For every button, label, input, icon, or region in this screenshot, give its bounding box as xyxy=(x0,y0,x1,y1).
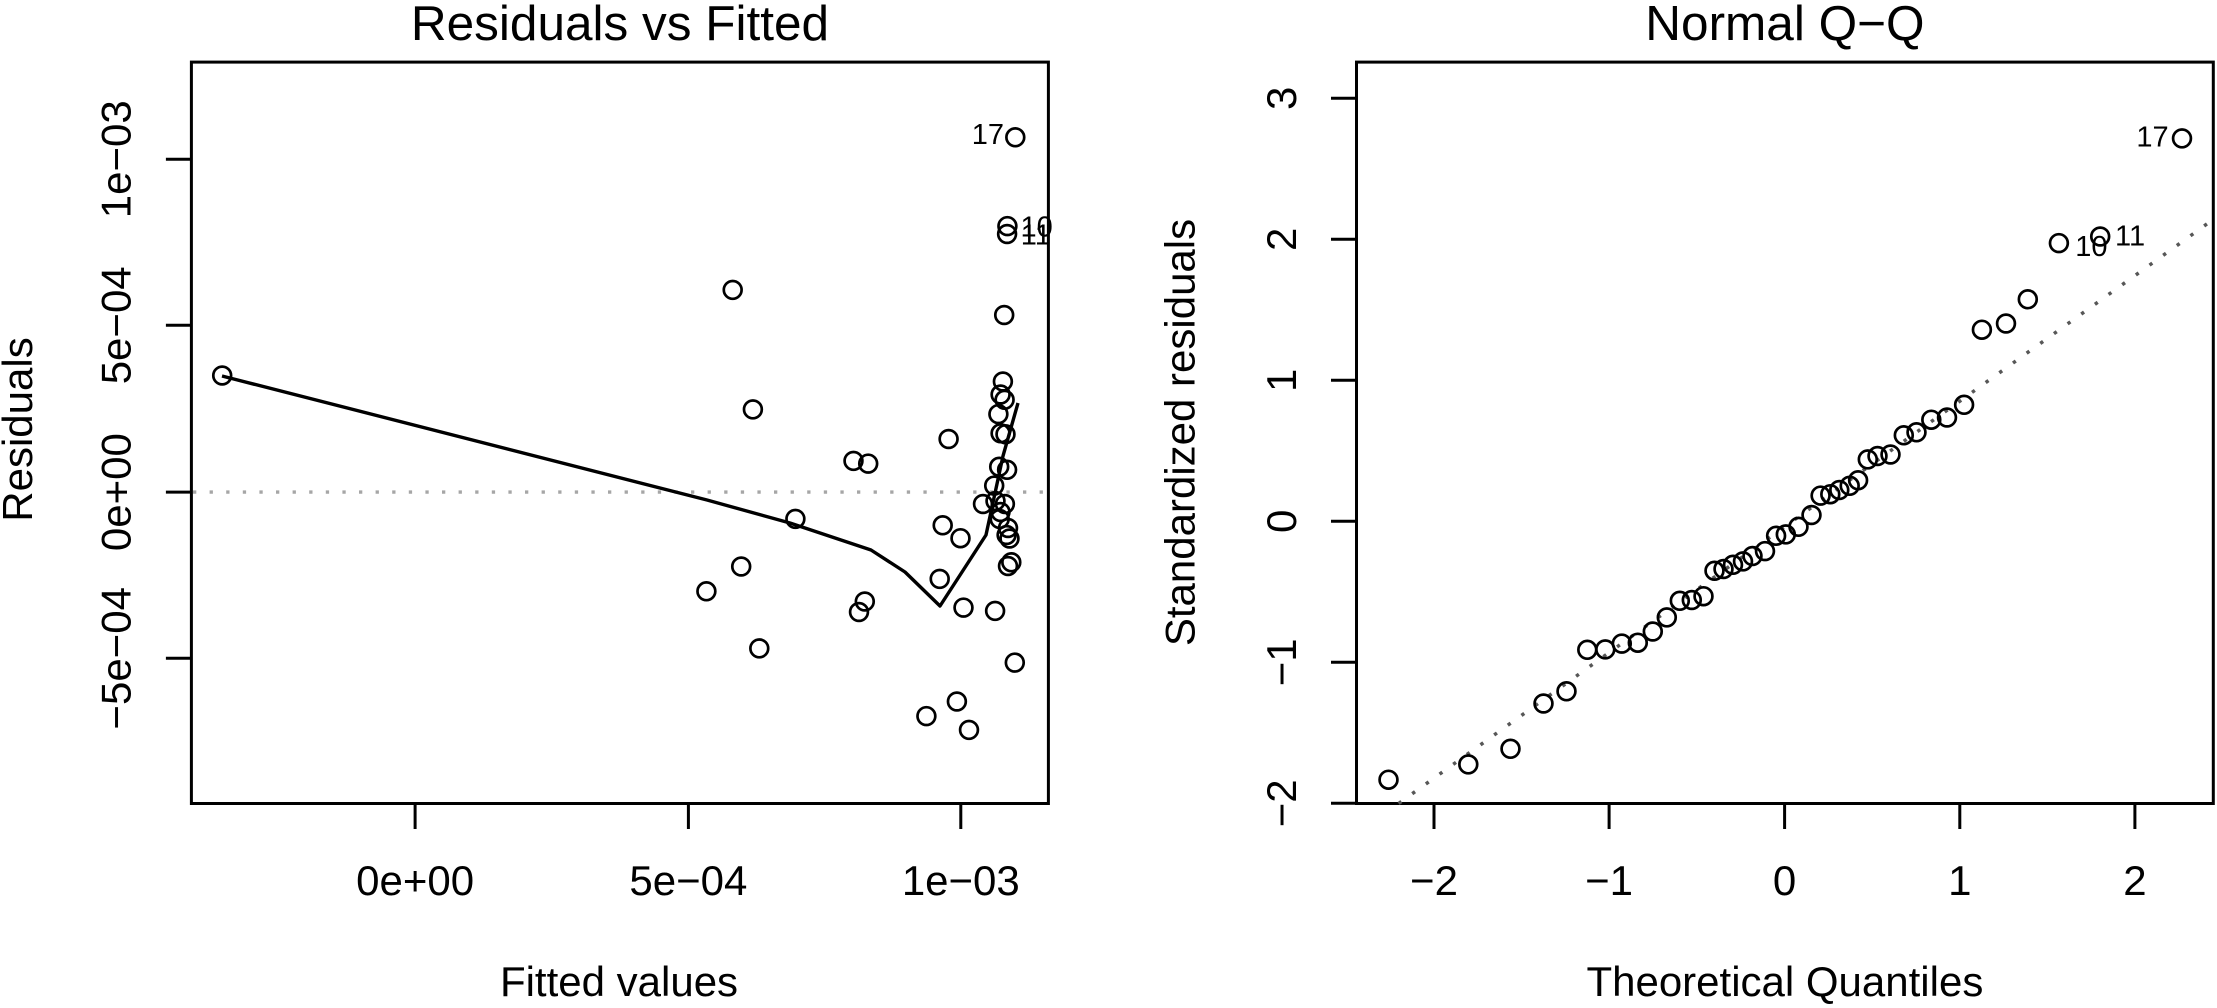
svg-text:0e+00: 0e+00 xyxy=(93,433,140,551)
svg-text:0e+00: 0e+00 xyxy=(356,857,474,904)
svg-text:2: 2 xyxy=(2123,857,2146,904)
svg-text:10: 10 xyxy=(2075,231,2107,263)
svg-text:−1: −1 xyxy=(1258,638,1305,686)
svg-text:−2: −2 xyxy=(1258,779,1305,827)
svg-text:Normal Q−Q: Normal Q−Q xyxy=(1645,0,1924,51)
svg-text:−1: −1 xyxy=(1585,857,1633,904)
svg-text:10: 10 xyxy=(1021,212,1053,244)
svg-text:11: 11 xyxy=(1021,220,1051,252)
svg-text:Fitted values: Fitted values xyxy=(500,958,738,1005)
svg-text:1: 1 xyxy=(1258,369,1305,392)
svg-text:0: 0 xyxy=(1773,857,1796,904)
svg-text:5e−04: 5e−04 xyxy=(629,857,747,904)
svg-text:Residuals: Residuals xyxy=(0,337,41,521)
svg-text:1: 1 xyxy=(1948,857,1971,904)
svg-text:Standardized residuals: Standardized residuals xyxy=(1157,219,1204,646)
svg-text:1e−03: 1e−03 xyxy=(902,857,1020,904)
svg-text:17: 17 xyxy=(972,119,1004,151)
svg-text:Residuals vs Fitted: Residuals vs Fitted xyxy=(411,0,829,51)
svg-text:17: 17 xyxy=(2136,122,2168,154)
svg-text:1e−03: 1e−03 xyxy=(93,100,140,218)
svg-text:3: 3 xyxy=(1258,87,1305,110)
svg-text:5e−04: 5e−04 xyxy=(93,266,140,384)
svg-text:0: 0 xyxy=(1258,510,1305,533)
svg-text:−5e−04: −5e−04 xyxy=(93,587,140,730)
svg-text:−2: −2 xyxy=(1410,857,1458,904)
svg-text:2: 2 xyxy=(1258,228,1305,251)
svg-text:11: 11 xyxy=(2115,221,2145,253)
svg-text:Theoretical Quantiles: Theoretical Quantiles xyxy=(1586,958,1983,1005)
